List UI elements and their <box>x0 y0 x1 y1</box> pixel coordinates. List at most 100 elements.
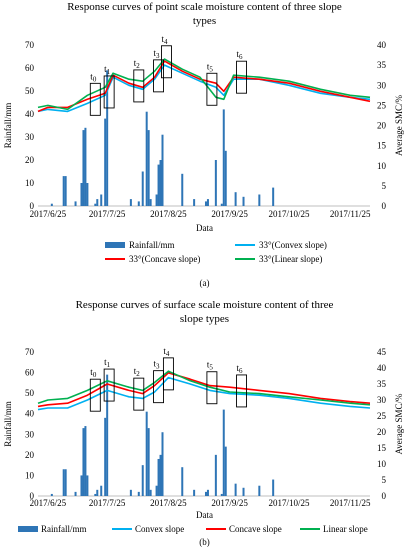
rainfall-bar <box>147 130 150 206</box>
y-right-tick-label: 35 <box>377 60 387 70</box>
y-right-tick-label: 45 <box>377 347 387 357</box>
y-left-tick-label: 0 <box>30 491 35 501</box>
rainfall-bar <box>159 160 162 206</box>
rainfall-bar <box>181 173 184 206</box>
legend-swatch-rainfall <box>105 242 125 248</box>
rainfall-bar <box>258 194 261 206</box>
y-left-tick-label: 60 <box>25 368 35 378</box>
annotation-label: t4 <box>163 346 170 358</box>
rainfall-bar <box>129 489 132 496</box>
rainfall-bar <box>204 491 207 496</box>
chart-panel-1: Response curves of surface scale moistur… <box>3 299 404 547</box>
panel-label: (a) <box>200 278 210 288</box>
legend-swatch-rainfall <box>18 526 38 532</box>
annotation-box <box>236 60 247 94</box>
rainfall-bar <box>50 493 53 496</box>
rainfall-bar <box>86 475 89 496</box>
rainfall-bar <box>272 479 275 496</box>
rainfall-bar <box>94 203 97 206</box>
x-tick-label: 2017/7/25 <box>89 209 126 219</box>
rainfall-bar <box>145 411 148 496</box>
rainfall-bar <box>106 374 109 496</box>
x-tick-label: 2017/11/25 <box>330 209 371 219</box>
rainfall-bar <box>204 201 207 206</box>
rainfall-bar <box>64 469 67 496</box>
rainfall-bar <box>242 196 245 206</box>
rainfall-bar <box>100 194 103 206</box>
y-right-axis-label: Average SMC/% <box>394 393 404 455</box>
rainfall-bar <box>145 111 148 206</box>
x-tick-label: 2017/8/25 <box>150 209 187 219</box>
y-left-tick-label: 40 <box>25 109 35 119</box>
y-right-tick-label: 10 <box>377 161 387 171</box>
rainfall-bar <box>80 183 83 206</box>
x-tick-label: 2017/8/25 <box>150 498 187 508</box>
x-axis-label: Data <box>196 223 213 233</box>
y-left-axis-label: Rainfall/mm <box>3 103 13 149</box>
rainfall-bar <box>62 176 65 206</box>
y-left-tick-label: 20 <box>25 450 35 460</box>
legend-label: 33°(Convex slope) <box>259 240 327 250</box>
annotation-label: t2 <box>134 366 141 378</box>
y-right-tick-label: 0 <box>382 491 387 501</box>
rainfall-bar <box>234 483 237 496</box>
legend-label: Linear slope <box>323 524 368 534</box>
rainfall-bar <box>100 485 103 496</box>
rainfall-bar <box>82 130 85 206</box>
rainfall-bar <box>258 485 261 496</box>
rainfall-bar <box>137 491 140 496</box>
y-left-tick-label: 50 <box>25 388 35 398</box>
rainfall-bar <box>224 150 227 206</box>
y-right-tick-label: 40 <box>377 40 387 50</box>
y-left-tick-label: 20 <box>25 155 35 165</box>
rainfall-bar <box>149 489 152 496</box>
chart-title-line: Response curves of point scale moisture … <box>67 1 342 13</box>
chart-title-line: Response curves of surface scale moistur… <box>76 299 334 311</box>
rainfall-bar <box>193 199 196 206</box>
rainfall-bar <box>220 203 223 206</box>
y-right-tick-label: 20 <box>377 427 387 437</box>
annotation-label: t5 <box>207 360 214 372</box>
y-right-tick-label: 25 <box>377 100 387 110</box>
y-right-tick-label: 30 <box>377 80 387 90</box>
chart-panel-0: Response curves of point scale moisture … <box>3 1 404 288</box>
y-right-tick-label: 15 <box>377 141 387 151</box>
annotation-box <box>103 368 115 402</box>
annotation-label: t4 <box>161 34 168 46</box>
y-right-tick-label: 30 <box>377 395 387 405</box>
annotation-box <box>103 75 115 109</box>
y-right-tick-label: 40 <box>377 363 387 373</box>
rainfall-bar <box>86 183 89 206</box>
chart-title-line: types <box>193 15 216 27</box>
annotation-label: t1 <box>104 357 111 369</box>
annotation-label: t0 <box>90 367 97 379</box>
x-tick-label: 2017/9/25 <box>211 498 248 508</box>
panel-label: (b) <box>199 537 210 547</box>
rainfall-bar <box>50 203 53 206</box>
rainfall-bar <box>234 192 237 206</box>
annotation-box <box>206 72 218 106</box>
y-left-tick-label: 30 <box>25 429 35 439</box>
y-left-tick-label: 10 <box>25 470 35 480</box>
rainfall-bar <box>96 199 99 206</box>
y-right-tick-label: 0 <box>382 201 387 211</box>
legend-label: Rainfall/mm <box>129 240 175 250</box>
legend-label: Convex slope <box>135 524 184 534</box>
rainfall-bar <box>222 109 225 206</box>
rainfall-bar <box>155 485 158 496</box>
rainfall-bar <box>129 199 132 206</box>
annotation-box <box>236 374 247 408</box>
rainfall-bar <box>157 458 160 496</box>
chart-title-line: slope types <box>180 313 229 325</box>
rainfall-bar <box>82 428 85 496</box>
legend-label: Rainfall/mm <box>41 524 87 534</box>
y-right-tick-label: 5 <box>382 181 387 191</box>
rainfall-bar <box>157 164 160 206</box>
rainfall-bar <box>62 469 65 496</box>
x-tick-label: 2017/10/25 <box>268 498 310 508</box>
y-right-tick-label: 10 <box>377 459 387 469</box>
rainfall-bar <box>80 475 83 496</box>
rainfall-bar <box>161 432 164 496</box>
annotation-box <box>133 377 145 411</box>
y-left-tick-label: 0 <box>30 201 35 211</box>
